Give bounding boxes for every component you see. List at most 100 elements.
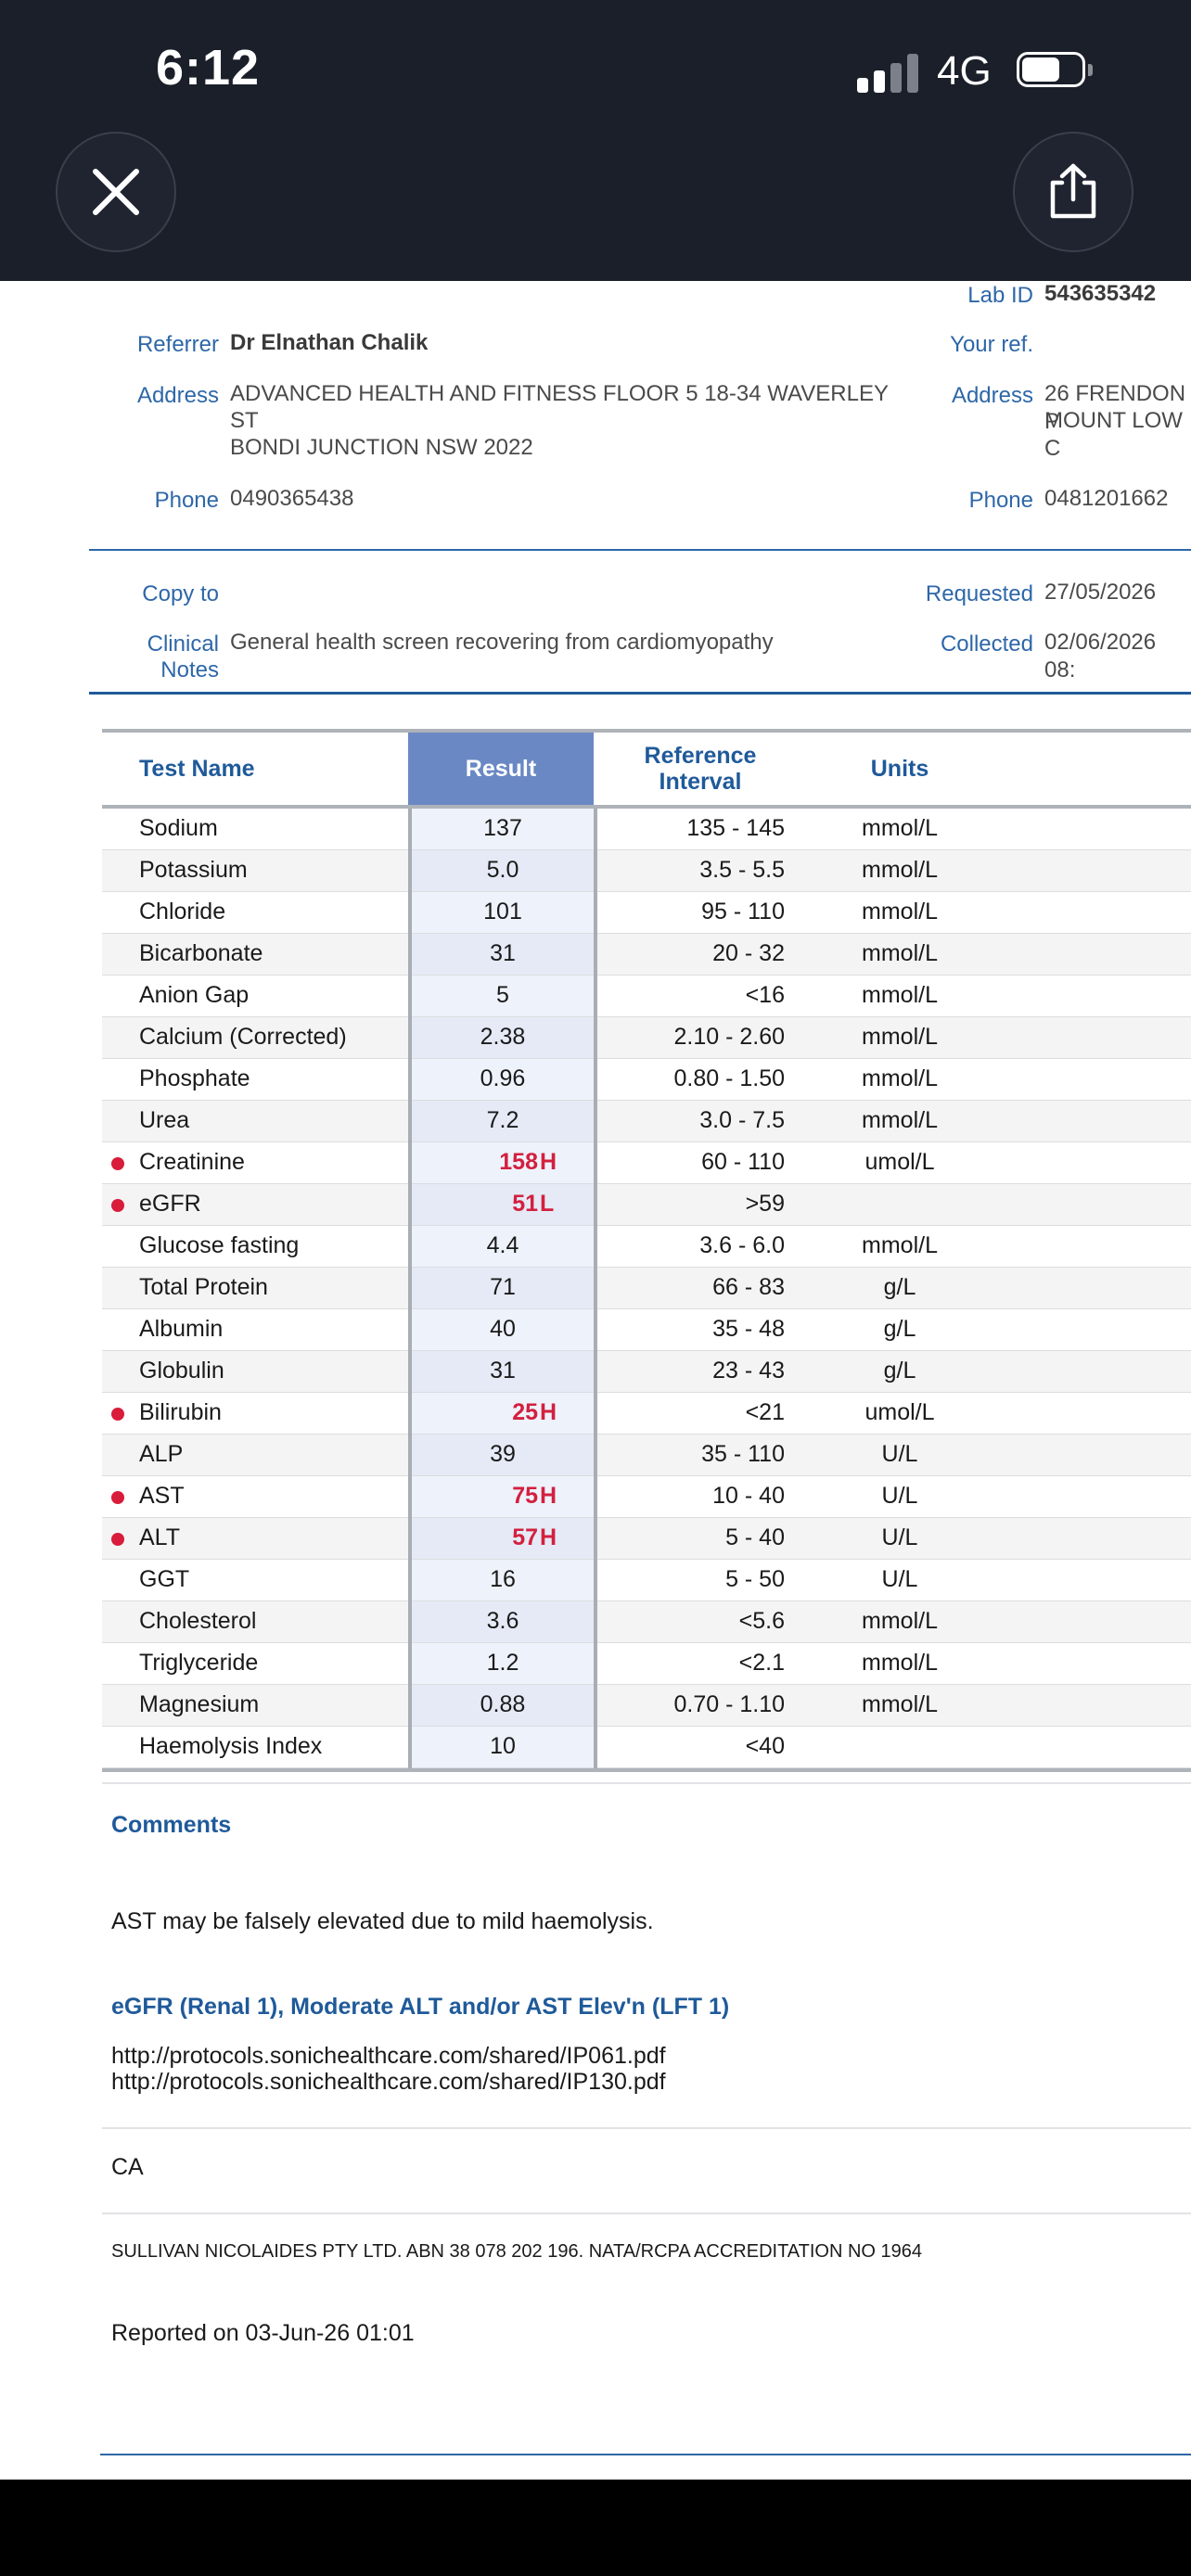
test-name: Globulin [139,1358,224,1384]
reference-interval: 20 - 32 [712,940,785,966]
test-units: U/L [881,1524,918,1550]
collected-label: Collected [940,631,1033,657]
share-button[interactable] [1013,132,1133,252]
table-row: ALT 57 H 5 - 40 U/L [102,1518,1191,1560]
result-flag: H [540,1524,557,1550]
table-bottom-border [102,1768,1191,1772]
result-cell-bg [412,1518,594,1559]
close-button[interactable] [56,132,176,252]
battery-icon [1017,52,1093,89]
test-name: Bilirubin [139,1399,222,1425]
lab-footer: SULLIVAN NICOLAIDES PTY LTD. ABN 38 078 … [111,2241,923,2262]
test-units: mmol/L [862,940,938,966]
referrer-address-line1: ADVANCED HEALTH AND FITNESS FLOOR 5 18-3… [230,381,889,406]
header-divider-bottom [89,692,1191,695]
reference-interval: 5 - 50 [725,1566,785,1592]
reference-interval: 3.6 - 6.0 [699,1232,785,1258]
test-units: U/L [881,1483,918,1509]
test-units: umol/L [864,1399,935,1425]
test-result: 3.6 [486,1608,519,1634]
test-result: 31 [490,940,516,966]
table-row: Albumin 40 35 - 48 g/L [102,1309,1191,1351]
share-icon [1050,163,1096,219]
test-units: U/L [881,1441,918,1467]
abnormal-indicator-icon [111,1408,124,1421]
col-test-name: Test Name [139,756,255,782]
table-row: Glucose fasting 4.4 3.6 - 6.0 mmol/L [102,1226,1191,1268]
result-flag: L [540,1191,555,1217]
table-row: Chloride 101 95 - 110 mmol/L [102,892,1191,934]
result-cell-bg [412,1226,594,1267]
test-result: 158 [499,1149,538,1175]
table-row: Triglyceride 1.2 <2.1 mmol/L [102,1643,1191,1685]
test-units: g/L [883,1358,916,1384]
test-result: 57 [512,1524,538,1550]
test-units: mmol/L [862,857,938,883]
test-result: 2.38 [480,1024,526,1050]
test-name: Total Protein [139,1274,268,1300]
footer-divider [102,2213,1191,2214]
test-name: Magnesium [139,1691,260,1717]
result-cell-bg [412,892,594,933]
reference-interval: 0.80 - 1.50 [673,1065,785,1091]
your-ref-label: Your ref. [950,332,1033,357]
reference-interval: 3.5 - 5.5 [699,857,785,883]
table-row: AST 75 H 10 - 40 U/L [102,1476,1191,1518]
result-cell-bg [412,1393,594,1434]
test-units: mmol/L [862,1691,938,1717]
table-row: Globulin 31 23 - 43 g/L [102,1351,1191,1393]
test-result: 7.2 [486,1107,519,1133]
test-name: Chloride [139,899,226,925]
patient-address-label: Address [951,383,1033,408]
referrer-address-line2: ST [230,408,259,433]
protocol-link-2[interactable]: http://protocols.sonichealthcare.com/sha… [111,2069,666,2095]
initials-divider [102,2127,1191,2129]
table-row: ALP 39 35 - 110 U/L [102,1435,1191,1476]
top-bar: 6:12 4G [0,0,1191,281]
reference-interval: 35 - 48 [712,1316,785,1342]
test-result: 51 [512,1191,538,1217]
test-units: mmol/L [862,1650,938,1676]
test-name: Creatinine [139,1149,245,1175]
test-result: 0.88 [480,1691,526,1717]
result-cell-bg [412,1476,594,1517]
test-result: 16 [490,1566,516,1592]
reference-interval: 10 - 40 [712,1483,785,1509]
test-name: Haemolysis Index [139,1733,323,1759]
reference-interval: <16 [745,982,785,1008]
table-header: Test Name Result Reference Interval Units [102,729,1191,809]
test-units: umol/L [864,1149,935,1175]
clinical-notes-label: Clinical Notes [147,631,219,682]
home-indicator-area [0,2480,1191,2576]
header-divider [89,549,1191,551]
result-cell-bg [412,1059,594,1100]
network-type: 4G [937,48,992,94]
result-cell-bg [412,1101,594,1141]
patient-address-line2: MOUNT LOW C [1044,408,1183,461]
test-name: eGFR [139,1191,201,1217]
reference-interval: <2.1 [738,1650,785,1676]
protocol-link-1[interactable]: http://protocols.sonichealthcare.com/sha… [111,2043,666,2069]
table-row: Sodium 137 135 - 145 mmol/L [102,809,1191,850]
result-flag: H [540,1399,557,1425]
reference-interval: <5.6 [738,1608,785,1634]
table-row: eGFR 51 L >59 [102,1184,1191,1226]
col-units: Units [870,756,929,782]
comments-title: Comments [111,1812,232,1838]
referrer-phone: 0490365438 [230,486,354,511]
protocol-title: eGFR (Renal 1), Moderate ALT and/or AST … [111,1994,730,2020]
reference-interval: <21 [745,1399,785,1425]
col-result: Result [408,733,594,805]
test-units: mmol/L [862,1608,938,1634]
table-row: Total Protein 71 66 - 83 g/L [102,1268,1191,1309]
comment-note: AST may be falsely elevated due to mild … [111,1908,654,1934]
close-icon [93,169,139,215]
patient-phone-label: Phone [968,488,1033,513]
table-row: Cholesterol 3.6 <5.6 mmol/L [102,1601,1191,1643]
test-units: mmol/L [862,1024,938,1050]
test-name: Anion Gap [139,982,250,1008]
result-cell-bg [412,809,594,849]
result-cell-bg [412,1685,594,1726]
status-time: 6:12 [156,40,261,96]
test-name: Albumin [139,1316,224,1342]
